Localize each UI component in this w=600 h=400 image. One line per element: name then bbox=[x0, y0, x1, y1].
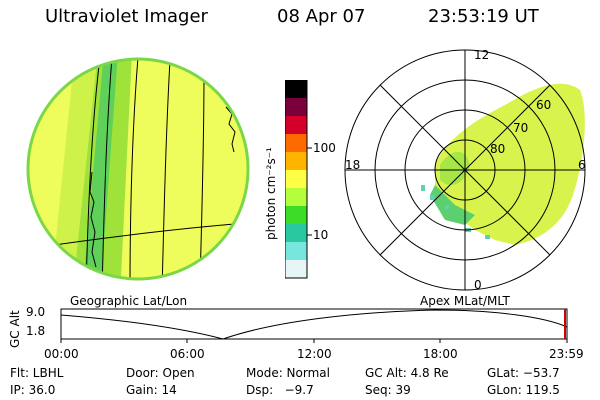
info-glat: GLat: −53.7 bbox=[487, 366, 560, 380]
instrument-title: Ultraviolet Imager bbox=[45, 6, 208, 27]
info-gain: Gain: 14 bbox=[126, 383, 177, 397]
colorbar-band bbox=[285, 188, 307, 207]
time-tick-1800: 18:00 bbox=[423, 347, 458, 361]
polar-plot bbox=[344, 49, 586, 291]
colorbar bbox=[285, 80, 312, 279]
mlt-label-18: 18 bbox=[345, 158, 361, 172]
mlat-label-70: 70 bbox=[513, 121, 529, 135]
colorbar-band bbox=[285, 242, 307, 261]
auroral-oval bbox=[435, 83, 585, 245]
colorbar-tick-100: 100 bbox=[313, 141, 336, 155]
observation-time: 23:53:19 UT bbox=[428, 6, 539, 27]
geographic-caption: Geographic Lat/Lon bbox=[70, 294, 188, 308]
time-tick-0000: 00:00 bbox=[44, 347, 79, 361]
lat-lon-grid bbox=[28, 59, 248, 279]
time-tick-0600: 06:00 bbox=[170, 347, 205, 361]
time-tick-1200: 12:00 bbox=[297, 347, 332, 361]
altitude-axis-label: GC Alt bbox=[8, 310, 22, 348]
colorbar-band bbox=[285, 98, 307, 117]
colorbar-unit-label: photon cm⁻²s⁻¹ bbox=[264, 147, 278, 240]
info-seq: Seq: 39 bbox=[365, 383, 411, 397]
colorbar-band bbox=[285, 152, 307, 171]
colorbar-band bbox=[285, 116, 307, 135]
geographic-image bbox=[26, 57, 250, 281]
colorbar-band bbox=[285, 80, 307, 99]
info-gc-alt: GC Alt: 4.8 Re bbox=[365, 366, 449, 380]
info-ip: IP: 36.0 bbox=[10, 383, 56, 397]
info-door: Door: Open bbox=[126, 366, 195, 380]
colorbar-band bbox=[285, 260, 307, 279]
polar-caption: Apex MLat/MLT bbox=[420, 294, 510, 308]
observation-date: 08 Apr 07 bbox=[277, 6, 366, 27]
polar-grid bbox=[344, 49, 586, 291]
colorbar-band bbox=[285, 134, 307, 153]
mlt-label-12: 12 bbox=[474, 48, 490, 62]
info-glon: GLon: 119.5 bbox=[487, 383, 560, 397]
mlat-label-60: 60 bbox=[536, 98, 552, 112]
colorbar-band bbox=[285, 224, 307, 243]
colorbar-band bbox=[285, 170, 307, 189]
colorbar-tick-10: 10 bbox=[313, 228, 329, 242]
altitude-curve bbox=[60, 309, 568, 340]
mlat-label-80: 80 bbox=[490, 142, 506, 156]
info-dsp: Dsp: −9.7 bbox=[246, 383, 314, 397]
altitude-tick-low: 1.8 bbox=[26, 324, 46, 338]
info-flt: Flt: LBHL bbox=[10, 366, 64, 380]
info-mode: Mode: Normal bbox=[246, 366, 330, 380]
mlt-label-6: 6 bbox=[578, 158, 586, 172]
mlt-label-0: 0 bbox=[474, 278, 482, 292]
colorbar-band bbox=[285, 206, 307, 225]
time-tick-2359: 23:59 bbox=[549, 347, 584, 361]
altitude-plot bbox=[60, 308, 568, 343]
altitude-tick-high: 9.0 bbox=[26, 305, 46, 319]
